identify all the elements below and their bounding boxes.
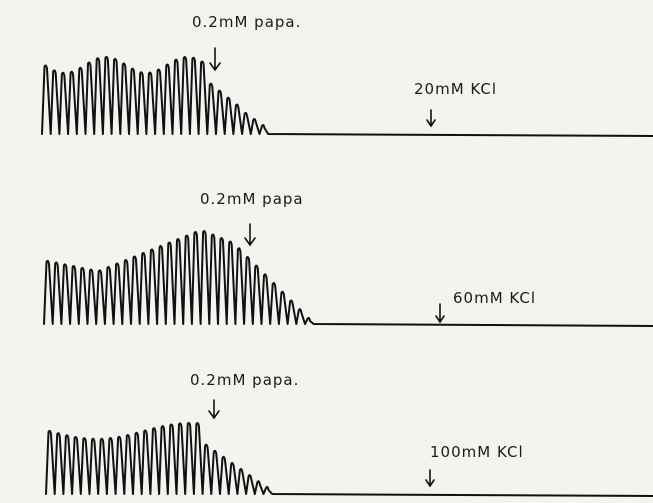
arrow [208,399,220,420]
arrow [425,469,435,488]
arrow [435,303,445,324]
traces [41,55,653,497]
contraction-trace [41,55,653,137]
contraction-trace [45,421,653,497]
kcl-label: 100mM KCl [430,443,524,461]
drug-label: 0.2mM papa. [190,371,299,389]
drug-label: 0.2mM papa [200,190,304,208]
kcl-label: 20mM KCl [414,80,497,98]
arrow [244,223,256,247]
arrow [209,47,221,72]
arrow [426,109,436,128]
contraction-trace [43,230,653,327]
kcl-label: 60mM KCl [453,289,536,307]
drug-label: 0.2mM papa. [192,13,301,31]
